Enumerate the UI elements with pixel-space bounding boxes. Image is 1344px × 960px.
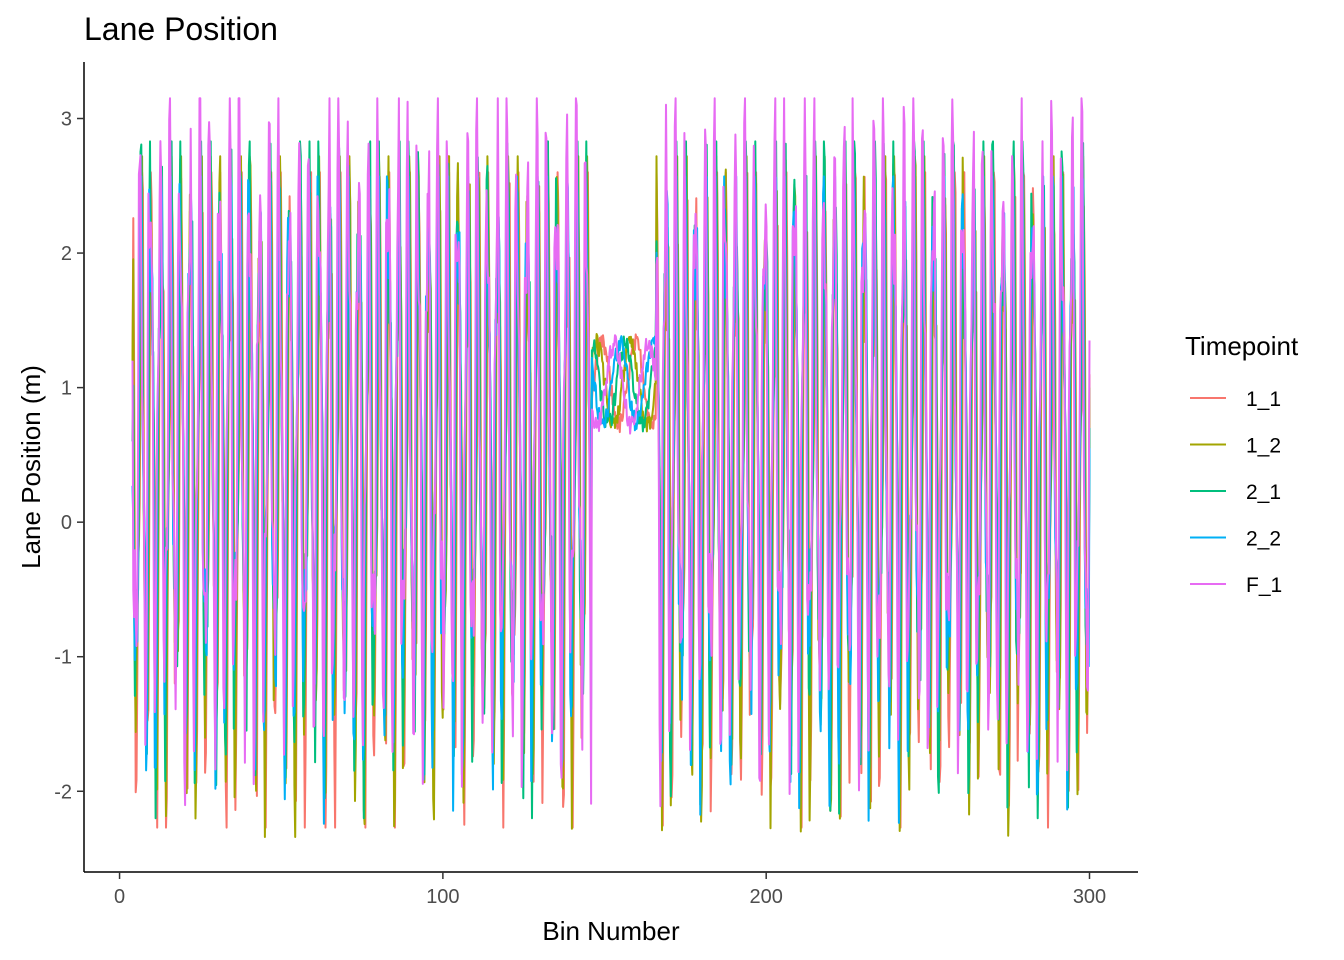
- x-tick-label: 300: [1073, 886, 1106, 908]
- y-tick-label: 3: [61, 109, 72, 131]
- legend-title: Timepoint: [1185, 331, 1299, 361]
- x-axis-ticks: 0 100 200 300: [114, 872, 1106, 908]
- series-F_1-line: [131, 97, 1091, 808]
- legend-label-2_1: 2_1: [1246, 481, 1281, 504]
- chart-title: Lane Position: [84, 11, 278, 47]
- y-tick-label: 1: [61, 378, 72, 400]
- legend-label-1_2: 1_2: [1246, 435, 1281, 458]
- x-axis-title: Bin Number: [542, 916, 680, 946]
- y-tick-label: -1: [54, 647, 72, 669]
- series-group: [131, 97, 1091, 838]
- x-tick-label: 100: [426, 886, 459, 908]
- y-tick-label: -2: [54, 781, 72, 803]
- legend-label-2_2: 2_2: [1246, 528, 1281, 551]
- y-tick-label: 2: [61, 243, 72, 265]
- y-axis-title: Lane Position (m): [16, 365, 46, 569]
- plot-area: -2 -1 0 1 2 3 0 100 200 300: [54, 62, 1138, 908]
- legend-label-F_1: F_1: [1246, 574, 1282, 597]
- x-tick-label: 0: [114, 886, 125, 908]
- y-tick-label: 0: [61, 512, 72, 534]
- legend-label-1_1: 1_1: [1246, 388, 1281, 411]
- legend-items: 1_1 1_2 2_1 2_2 F_1: [1190, 388, 1282, 597]
- y-axis-ticks: -2 -1 0 1 2 3: [54, 109, 84, 803]
- legend: Timepoint 1_1 1_2 2_1 2_2 F_1: [1185, 331, 1299, 597]
- x-tick-label: 200: [750, 886, 783, 908]
